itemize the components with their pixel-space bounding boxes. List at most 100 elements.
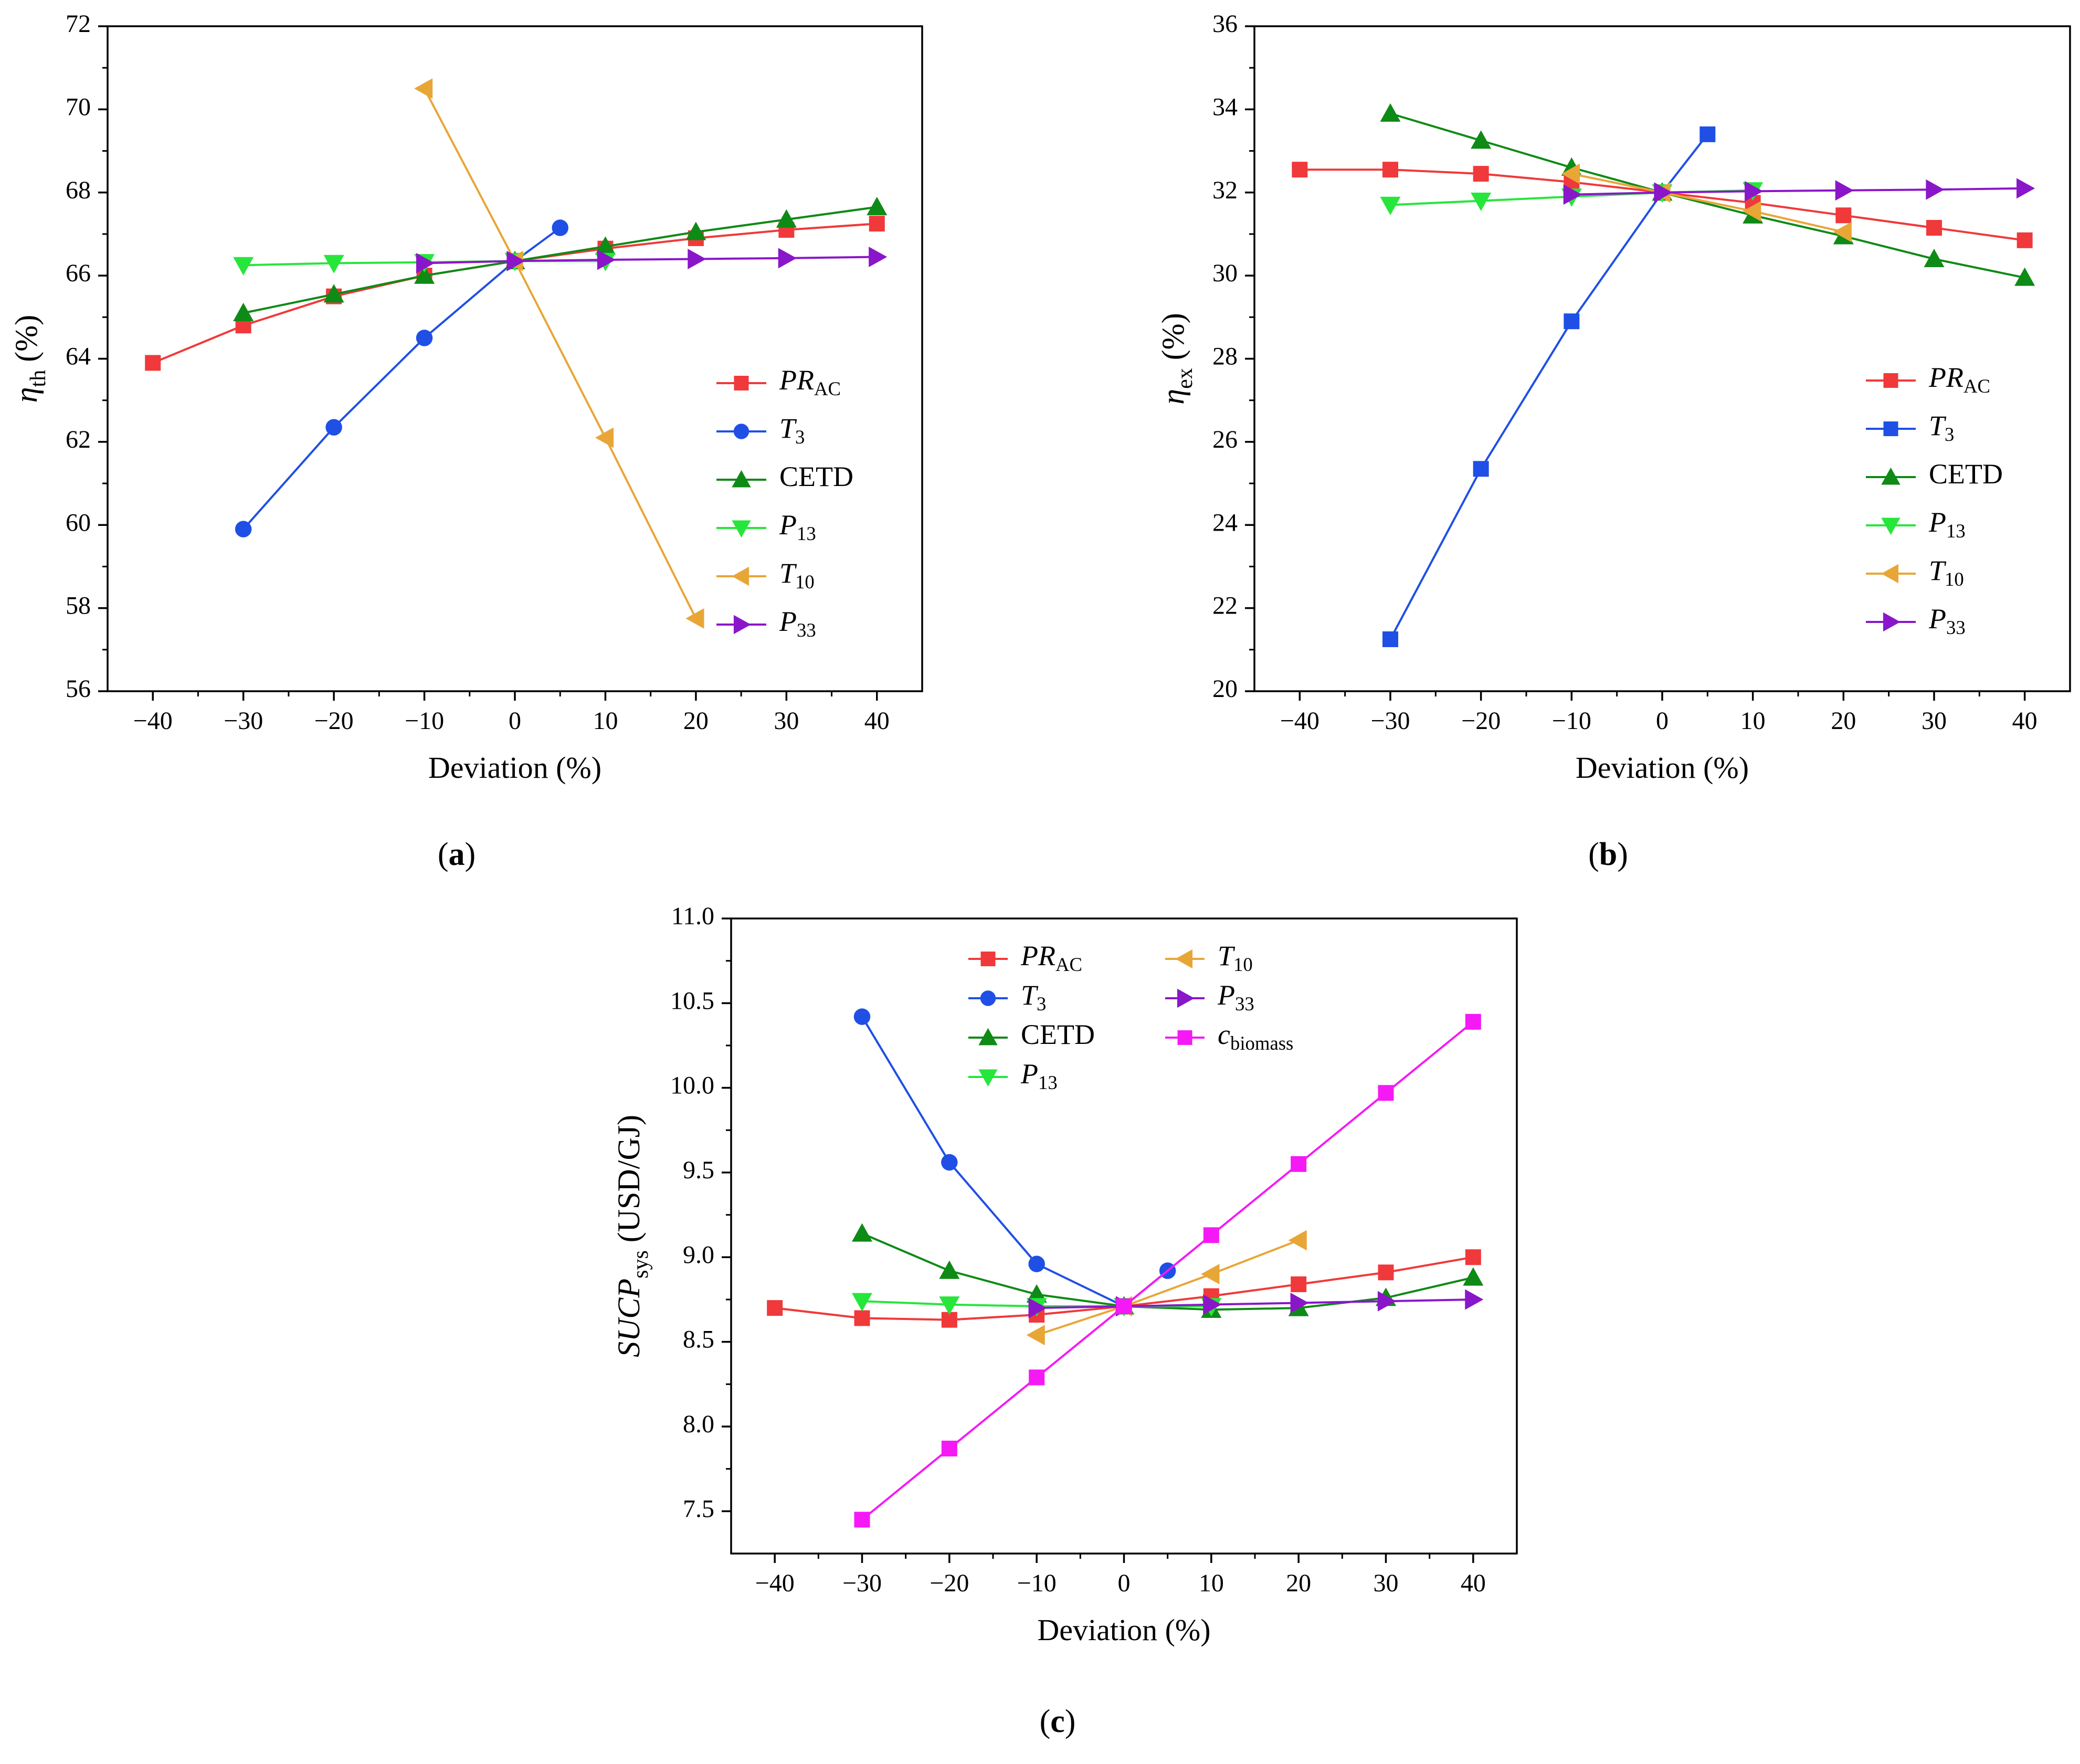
series-PR_AC <box>145 216 885 371</box>
y-tick-label: 30 <box>1212 259 1238 287</box>
legend-label-PR_AC: PRAC <box>1020 940 1082 975</box>
data-point-T3 <box>235 521 252 537</box>
legend-label-CETD: CETD <box>779 461 853 492</box>
legend-marker-T3 <box>1883 421 1898 436</box>
data-point-CETD <box>939 1260 960 1279</box>
data-point-CETD <box>595 236 616 255</box>
series-line-P33 <box>424 256 877 265</box>
data-point-T10 <box>1026 1325 1045 1346</box>
chart-panel-c: −40 −30 −20 −10 0 10 20 30 40 7.5 8.0 8.5 9.0 9.5 10.0… <box>611 902 1518 1739</box>
x-tick-label: −40 <box>133 707 173 735</box>
data-point-T10 <box>595 427 614 448</box>
data-point-P33 <box>1028 1297 1047 1318</box>
data-point-PR_AC <box>1835 207 1852 224</box>
series-T3 <box>853 1008 1176 1315</box>
data-point-PR_AC <box>1291 1276 1307 1292</box>
data-point-PR_AC <box>854 1310 870 1326</box>
legend: PRAC T3 CETD P13 T10 P33 cbiomass <box>968 940 1293 1094</box>
x-tick-label: 10 <box>1740 707 1766 735</box>
x-tick-label: 20 <box>1831 707 1856 735</box>
series-P33 <box>1028 1289 1484 1318</box>
data-point-P33 <box>1745 181 1764 202</box>
data-point-T10 <box>1743 200 1761 221</box>
data-point-CETD <box>685 221 706 240</box>
plot-frame <box>730 917 1518 1555</box>
y-axis-label: SUCPsys (USD/GJ) <box>611 1115 653 1357</box>
data-point-T10 <box>1833 221 1852 242</box>
y-tick-label: 34 <box>1212 93 1238 121</box>
y-tick-label: 11.0 <box>671 902 714 930</box>
y-tick-label: 60 <box>66 509 91 536</box>
x-tick-label: 0 <box>1656 707 1669 735</box>
data-point-P33 <box>778 248 797 269</box>
data-point-P33 <box>597 249 616 270</box>
data-point-P13 <box>233 257 254 276</box>
legend-entry-PR_AC: PRAC <box>1866 362 1990 397</box>
legend-entry-P33: P33 <box>1866 603 1966 639</box>
series-line-PR_AC <box>152 223 877 364</box>
y-tick-label: 10.0 <box>670 1072 714 1100</box>
legend-entry-P13: P13 <box>968 1058 1058 1094</box>
data-point-T3 <box>1382 631 1398 648</box>
data-point-T3 <box>1028 1255 1045 1272</box>
data-point-P33 <box>1290 1292 1309 1313</box>
data-point-c_biomass <box>941 1440 957 1456</box>
legend-entry-PR_AC: PRAC <box>968 940 1082 976</box>
panel-label: (a) <box>438 837 476 872</box>
data-point-T3 <box>1699 126 1716 142</box>
legend-entry-T10: T10 <box>716 557 815 593</box>
series-line-T10 <box>1036 1239 1299 1336</box>
plot-frame <box>1253 25 2071 692</box>
y-axis-label: ηth (%) <box>9 315 50 403</box>
data-point-CETD <box>852 1223 872 1242</box>
data-point-T10 <box>685 608 704 629</box>
x-tick-label: 20 <box>1286 1569 1311 1597</box>
legend-entry-CETD: CETD <box>968 1019 1095 1050</box>
legend-marker-CETD <box>978 1028 998 1045</box>
series-c_biomass <box>854 1013 1481 1528</box>
legend-marker-P33 <box>733 615 751 635</box>
data-point-P13 <box>852 1293 872 1312</box>
x-tick-label: 30 <box>774 707 799 735</box>
y-tick-label: 58 <box>66 592 91 620</box>
legend-label-CETD: CETD <box>1021 1019 1095 1050</box>
data-point-PR_AC <box>1382 162 1398 178</box>
data-point-P33 <box>506 250 525 271</box>
data-point-CETD <box>1924 248 1945 268</box>
data-point-T10 <box>1201 1264 1220 1285</box>
x-tick-label: −10 <box>1552 707 1591 735</box>
data-point-T3 <box>941 1154 958 1171</box>
data-point-P33 <box>1465 1289 1484 1310</box>
series-line-CETD <box>861 1232 1474 1311</box>
data-point-c_biomass <box>1116 1298 1132 1314</box>
legend-marker-CETD <box>1881 467 1900 485</box>
legend-entry-P13: P13 <box>1866 506 1966 542</box>
data-point-T10 <box>1288 1230 1307 1251</box>
x-tick-label: 20 <box>683 707 709 735</box>
y-tick-label: 36 <box>1212 10 1238 38</box>
data-point-T3 <box>416 330 433 346</box>
y-tick-label: 24 <box>1212 509 1238 536</box>
y-tick-label: 26 <box>1212 426 1238 453</box>
x-tick-label: 30 <box>1374 1569 1399 1597</box>
legend-label-PR_AC: PRAC <box>779 364 841 399</box>
x-axis-label: Deviation (%) <box>1576 751 1749 785</box>
y-tick-label: 8.5 <box>683 1326 714 1354</box>
data-point-CETD <box>1471 130 1492 149</box>
series-P33 <box>416 246 888 273</box>
legend: PRAC T3 CETD P13 T10 P33 <box>1866 362 2003 639</box>
legend-label-c_biomass: cbiomass <box>1218 1019 1293 1054</box>
y-tick-label: 64 <box>66 343 91 371</box>
data-point-P33 <box>1563 184 1582 205</box>
legend-marker-P13 <box>1881 517 1900 535</box>
x-tick-label: 40 <box>2012 707 2037 735</box>
data-point-P33 <box>416 252 435 273</box>
data-point-c_biomass <box>1291 1156 1307 1172</box>
legend-entry-T3: T3 <box>1866 410 1954 446</box>
data-point-PR_AC <box>1465 1249 1481 1265</box>
x-tick-label: 0 <box>1118 1569 1131 1597</box>
chart-panel-a: −40 −30 −20 −10 0 10 20 30 40 56 58 60 62 64 66 68 70 72 D… <box>9 10 923 872</box>
legend-label-T10: T10 <box>779 557 815 593</box>
series-line-T3 <box>861 1016 1168 1308</box>
